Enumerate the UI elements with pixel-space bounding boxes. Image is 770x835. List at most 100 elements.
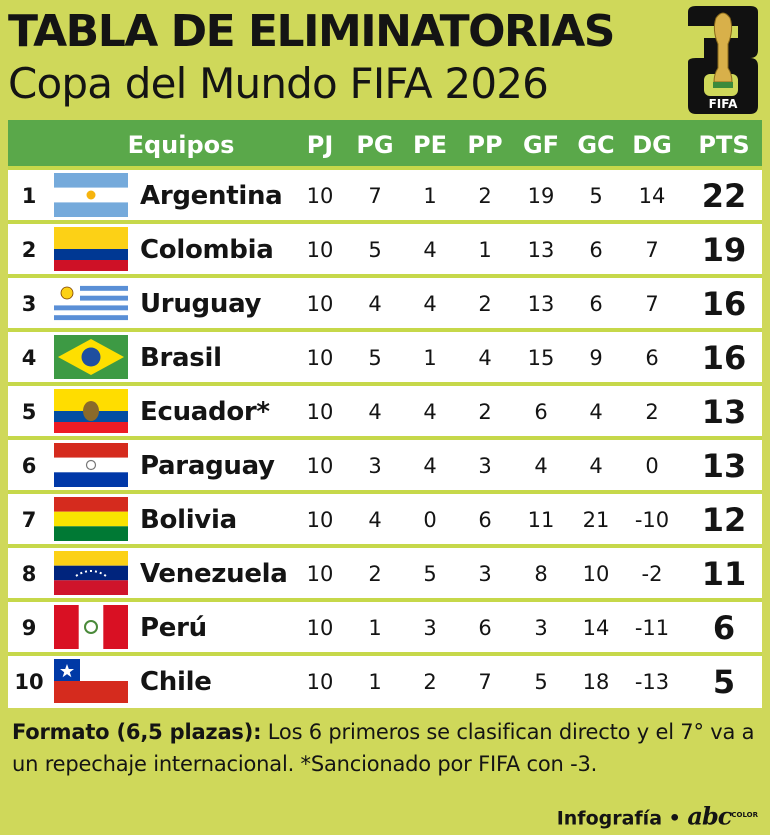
- cell-dg: 0: [645, 454, 659, 478]
- cell-pp: 6: [478, 616, 492, 640]
- fifa-world-cup-2026-logo-icon: FIFA: [688, 6, 758, 114]
- table-row: 5 Ecuador* 10 4 4 2 6 4 2 13: [8, 386, 762, 436]
- cell-dg: 7: [645, 292, 659, 316]
- team-name: Bolivia: [140, 505, 237, 535]
- cell-dg: 6: [645, 346, 659, 370]
- team-name: Chile: [140, 667, 212, 697]
- abc-logo-color: COLOR: [731, 811, 758, 819]
- cell-pts: 13: [701, 447, 747, 485]
- cell-pe: 1: [423, 346, 437, 370]
- venezuela-flag-icon: [54, 551, 128, 595]
- cell-pe: 4: [423, 238, 437, 262]
- cell-pg: 5: [368, 238, 382, 262]
- cell-pts: 19: [701, 231, 747, 269]
- uruguay-flag-icon: [54, 281, 128, 325]
- cell-dg: -2: [641, 562, 663, 586]
- cell-pp: 3: [478, 454, 492, 478]
- cell-pp: 2: [478, 400, 492, 424]
- cell-pp: 7: [478, 670, 492, 694]
- cell-dg: 2: [645, 400, 659, 424]
- cell-pj: 10: [306, 184, 334, 208]
- fifa-logo-text: FIFA: [709, 97, 738, 111]
- position: 9: [21, 616, 37, 640]
- cell-gc: 6: [589, 292, 603, 316]
- team-name: Brasil: [140, 343, 222, 373]
- cell-pe: 1: [423, 184, 437, 208]
- cell-pg: 4: [368, 292, 382, 316]
- team-name: Uruguay: [140, 289, 262, 319]
- column-header-pts: PTS: [698, 131, 750, 159]
- position: 10: [14, 670, 44, 694]
- cell-dg: 7: [645, 238, 659, 262]
- cell-gc: 9: [589, 346, 603, 370]
- table-row: 6 Paraguay 10 3 4 3 4 4 0 13: [8, 440, 762, 490]
- cell-pp: 2: [478, 292, 492, 316]
- brasil-flag-icon: [54, 335, 128, 379]
- table-row: 3 Uruguay 10 4 4 2 13 6 7 16: [8, 278, 762, 328]
- cell-pe: 3: [423, 616, 437, 640]
- table-row: 1 Argentina 10 7 1 2 19 5 14 22: [8, 170, 762, 220]
- column-header-pp: PP: [467, 131, 503, 159]
- cell-dg: -11: [634, 616, 670, 640]
- page-subtitle: Copa del Mundo FIFA 2026: [8, 59, 549, 108]
- cell-pts: 16: [701, 339, 747, 377]
- page-title: TABLA DE ELIMINATORIAS: [8, 6, 616, 57]
- argentina-flag-icon: [54, 173, 128, 217]
- cell-pp: 3: [478, 562, 492, 586]
- cell-pts: 22: [701, 177, 747, 215]
- cell-gc: 6: [589, 238, 603, 262]
- peru-flag-icon: [54, 605, 128, 649]
- position: 5: [21, 400, 37, 424]
- cell-gf: 13: [527, 292, 555, 316]
- position: 3: [21, 292, 37, 316]
- column-header-dg: DG: [632, 131, 672, 159]
- cell-gf: 8: [534, 562, 548, 586]
- cell-gf: 11: [527, 508, 555, 532]
- colombia-flag-icon: [54, 227, 128, 271]
- team-name: Perú: [140, 613, 207, 643]
- cell-pg: 2: [368, 562, 382, 586]
- cell-pts: 13: [701, 393, 747, 431]
- table-row: 7 Bolivia 10 4 0 6 11 21 -10 12: [8, 494, 762, 544]
- cell-pts: 16: [701, 285, 747, 323]
- format-note-text: Los 6 primeros se clasifican directo y e…: [12, 720, 755, 776]
- column-header-pe: PE: [413, 131, 447, 159]
- cell-pe: 2: [423, 670, 437, 694]
- cell-pg: 1: [368, 616, 382, 640]
- cell-pe: 4: [423, 292, 437, 316]
- paraguay-flag-icon: [54, 443, 128, 487]
- bolivia-flag-icon: [54, 497, 128, 541]
- ecuador-flag-icon: [54, 389, 128, 433]
- cell-gf: 6: [534, 400, 548, 424]
- cell-pj: 10: [306, 400, 334, 424]
- team-name: Paraguay: [140, 451, 275, 481]
- cell-gf: 3: [534, 616, 548, 640]
- cell-pts: 11: [701, 555, 747, 593]
- cell-gf: 13: [527, 238, 555, 262]
- cell-pj: 10: [306, 292, 334, 316]
- position: 6: [21, 454, 37, 478]
- cell-dg: -10: [634, 508, 670, 532]
- cell-pe: 0: [423, 508, 437, 532]
- table-row: 9 Perú 10 1 3 6 3 14 -11 6: [8, 602, 762, 652]
- cell-gc: 14: [582, 616, 610, 640]
- table-row: 8 Venezuela 10 2 5 3 8 10 -2 11: [8, 548, 762, 598]
- cell-pe: 4: [423, 400, 437, 424]
- cell-gf: 5: [534, 670, 548, 694]
- column-header-pg: PG: [356, 131, 394, 159]
- position: 2: [21, 238, 37, 262]
- chile-flag-icon: [54, 659, 128, 703]
- team-name: Argentina: [140, 181, 283, 211]
- column-header-team: Equipos: [127, 131, 235, 159]
- cell-pp: 1: [478, 238, 492, 262]
- table-row: 10 Chile 10 1 2 7 5 18 -13 5: [8, 656, 762, 706]
- position: 1: [21, 184, 37, 208]
- credit-label: Infografía •: [556, 807, 681, 830]
- cell-pj: 10: [306, 238, 334, 262]
- cell-pg: 4: [368, 400, 382, 424]
- cell-pj: 10: [306, 454, 334, 478]
- cell-gc: 4: [589, 454, 603, 478]
- cell-pj: 10: [306, 508, 334, 532]
- cell-gc: 4: [589, 400, 603, 424]
- cell-pts: 6: [712, 609, 736, 647]
